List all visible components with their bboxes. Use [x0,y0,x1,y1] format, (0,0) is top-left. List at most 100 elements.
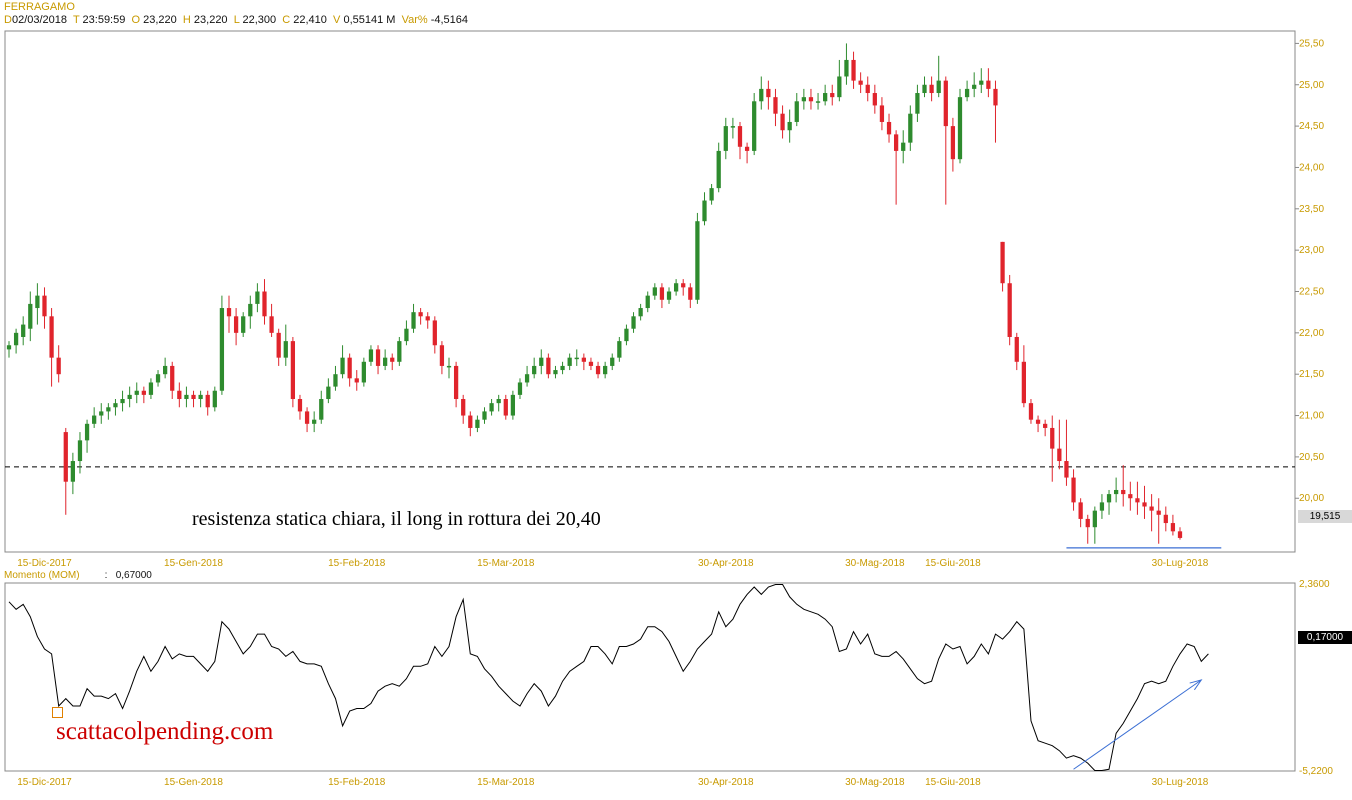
candle-body [936,80,941,94]
candle-body [42,295,47,317]
momentum-xtick-label: 30-Lug-2018 [1152,777,1209,788]
candle-body [1071,477,1076,503]
momentum-xtick-label: 15-Mar-2018 [477,777,535,788]
candle-body [1135,498,1140,503]
momentum-xtick-label: 15-Gen-2018 [164,777,223,788]
candle-body [709,188,714,201]
candle-body [354,378,359,383]
candle-body [1007,283,1012,337]
candle-body [1156,510,1161,515]
close-value: 22,410 [293,14,327,26]
candle-body [759,88,764,102]
candle-body [546,357,551,375]
candle-body [574,357,579,360]
momentum-ytick-label: 2,3600 [1299,579,1330,590]
watermark-square-icon [52,707,63,718]
chart-annotation: resistenza statica chiara, il long in ro… [192,508,601,530]
candle-body [581,357,586,362]
candle-body [482,411,487,420]
price-ytick-label: 25,00 [1299,80,1324,91]
price-ytick-label: 23,00 [1299,245,1324,256]
candle-body [6,345,12,350]
candle-body [1085,518,1090,528]
candle-body [461,399,466,416]
candle-body [248,303,253,317]
candle-body [823,93,828,102]
candle-body [567,357,572,366]
candle-body [645,295,650,309]
candle-body [63,432,68,482]
candle-body [617,341,622,358]
candle-body [1099,502,1105,511]
candle-body [893,134,899,151]
candle-body [560,365,565,371]
candle-body [361,361,366,383]
candle-body [624,328,629,342]
candle-body [553,370,558,375]
candle-body [1149,506,1154,511]
price-xtick-label: 30-Mag-2018 [845,558,905,569]
candle-body [1106,494,1112,503]
symbol-title: FERRAGAMO [4,1,75,13]
candle-body [908,113,913,143]
candle-body [964,88,970,98]
candle-body [752,101,757,151]
candle-body [446,365,452,368]
price-panel-frame [4,30,1296,553]
candle-body [673,283,679,292]
momentum-header: Momento (MOM) : 0,67000 [4,570,152,581]
price-ytick-label: 22,00 [1299,328,1324,339]
candle-body [170,365,175,391]
price-ytick-label: 25,50 [1299,38,1324,49]
candle-body [1177,531,1183,538]
candle-body [737,126,743,147]
date-key: D [4,14,12,26]
candle-body [99,411,104,416]
candle-body [858,80,863,85]
candle-body [652,287,657,296]
candle-body [297,399,303,412]
candle-body [1057,448,1062,462]
high-key: H [182,14,191,26]
candle-body [1028,403,1034,420]
momentum-xtick-label: 30-Apr-2018 [698,777,754,788]
candle-body [319,399,324,420]
candle-body [972,84,977,89]
price-ytick-label: 21,50 [1299,369,1324,380]
candle-body [744,146,750,151]
candle-body [368,349,374,362]
candle-body [404,328,409,342]
var-value: -4,5164 [430,14,469,26]
candle-body [340,357,345,375]
candle-body [716,150,721,189]
candle-body [638,308,643,317]
candle-body [49,316,54,358]
price-xtick-label: 15-Gen-2018 [164,558,223,569]
candle-body [1035,419,1041,424]
momentum-label: Momento (MOM) [4,570,80,581]
candle-body [283,341,288,358]
candle-body [851,59,856,81]
candle-body [844,59,849,77]
candle-body [865,84,870,94]
momentum-xtick-label: 30-Mag-2018 [845,777,905,788]
candle-body [950,126,956,160]
candle-body [957,97,963,160]
candle-body [830,93,835,98]
candle-body [411,312,416,329]
low-key: L [233,14,240,26]
candle-body [815,101,821,103]
momentum-last-label: 0,17000 [1298,631,1352,644]
candle-body [517,382,523,395]
candle-body [1021,361,1026,404]
candle-body [262,291,267,317]
candle-body [375,349,381,366]
candle-body [901,142,906,151]
candle-body [163,365,168,375]
time-value: 23:59:59 [82,14,126,26]
price-ytick-label: 24,00 [1299,162,1324,173]
high-value: 23,220 [193,14,228,26]
candle-body [212,390,217,408]
candle-body [155,374,161,383]
